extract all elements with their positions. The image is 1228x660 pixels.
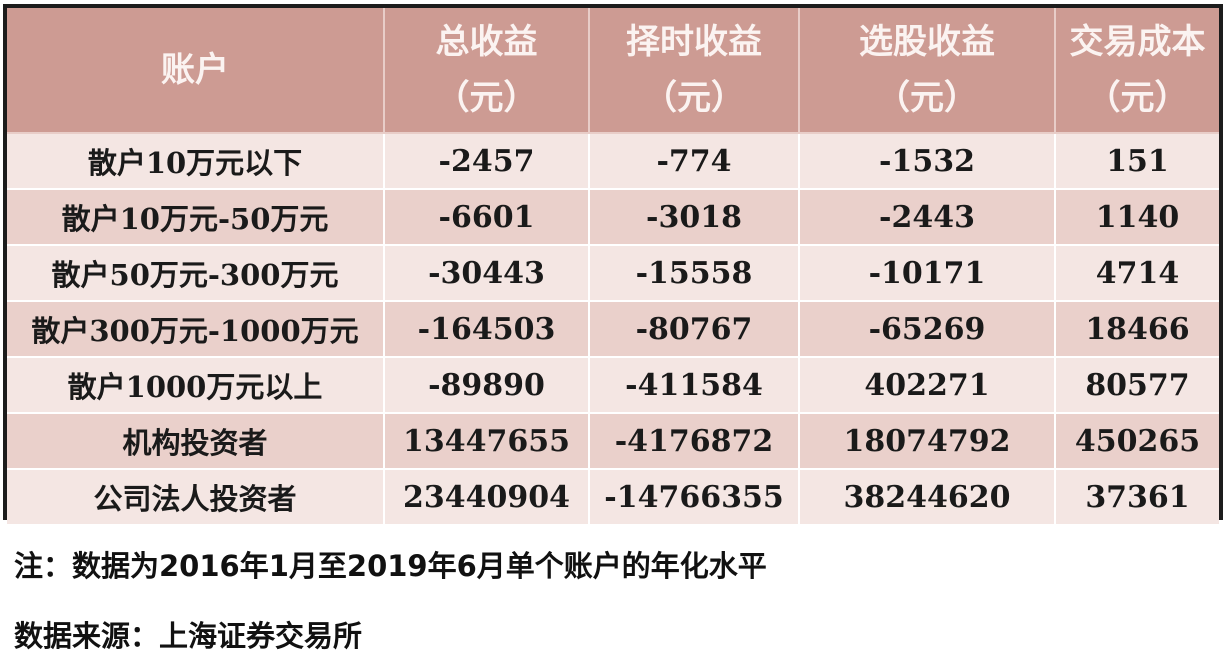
header-selection-return: 选股收益 （元） — [799, 8, 1056, 134]
selection-return-cell: -65269 — [799, 301, 1056, 358]
trading-cost-cell: 151 — [1055, 133, 1219, 190]
header-total-return: 总收益 （元） — [384, 8, 590, 134]
timing-return-cell: -80767 — [589, 301, 800, 358]
account-cell: 散户300万元-1000万元 — [7, 301, 385, 358]
total-return-cell: -164503 — [384, 301, 590, 358]
account-cell: 公司法人投资者 — [7, 469, 385, 524]
timing-return-cell: -774 — [589, 133, 800, 190]
total-return-cell: -30443 — [384, 245, 590, 302]
header-timing-return: 择时收益 （元） — [589, 8, 800, 134]
returns-table: 账户 总收益 （元） 择时收益 （元） 选股收益 （元） 交易成本 （元） — [7, 8, 1219, 524]
trading-cost-cell: 18466 — [1055, 301, 1219, 358]
total-return-cell: 13447655 — [384, 413, 590, 470]
table-row: 散户300万元-1000万元 -164503 -80767 -65269 184… — [7, 301, 1219, 358]
account-cell: 散户10万元-50万元 — [7, 189, 385, 246]
total-return-cell: 23440904 — [384, 469, 590, 524]
trading-cost-cell: 1140 — [1055, 189, 1219, 246]
account-cell: 散户50万元-300万元 — [7, 245, 385, 302]
selection-return-cell: -10171 — [799, 245, 1056, 302]
timing-return-cell: -14766355 — [589, 469, 800, 524]
header-selection-return-unit: （元） — [876, 78, 978, 118]
header-account-label: 账户 — [161, 50, 229, 90]
header-timing-return-unit: （元） — [643, 78, 745, 118]
table-row: 散户10万元以下 -2457 -774 -1532 151 — [7, 133, 1219, 190]
selection-return-cell: -1532 — [799, 133, 1056, 190]
account-cell: 散户10万元以下 — [7, 133, 385, 190]
timing-return-cell: -4176872 — [589, 413, 800, 470]
selection-return-cell: 402271 — [799, 357, 1056, 414]
timing-return-cell: -15558 — [589, 245, 800, 302]
trading-cost-cell: 450265 — [1055, 413, 1219, 470]
table-header: 账户 总收益 （元） 择时收益 （元） 选股收益 （元） 交易成本 （元） — [7, 8, 1219, 134]
table-row: 公司法人投资者 23440904 -14766355 38244620 3736… — [7, 469, 1219, 524]
timing-return-cell: -3018 — [589, 189, 800, 246]
trading-cost-cell: 37361 — [1055, 469, 1219, 524]
account-cell: 机构投资者 — [7, 413, 385, 470]
data-source-note: 数据来源：上海证券交易所 — [14, 619, 363, 653]
table-body: 散户10万元以下 -2457 -774 -1532 151 散户10万元-50万… — [7, 133, 1219, 524]
header-trading-cost-unit: （元） — [1086, 78, 1189, 118]
total-return-cell: -2457 — [384, 133, 590, 190]
timing-return-cell: -411584 — [589, 357, 800, 414]
header-selection-return-label: 选股收益 — [859, 22, 995, 62]
footnote: 注：数据为2016年1月至2019年6月单个账户的年化水平 — [14, 549, 767, 583]
table-row: 散户50万元-300万元 -30443 -15558 -10171 4714 — [7, 245, 1219, 302]
selection-return-cell: 38244620 — [799, 469, 1056, 524]
trading-cost-cell: 80577 — [1055, 357, 1219, 414]
header-trading-cost: 交易成本 （元） — [1055, 8, 1219, 134]
trading-cost-cell: 4714 — [1055, 245, 1219, 302]
account-cell: 散户1000万元以上 — [7, 357, 385, 414]
header-total-return-unit: （元） — [435, 78, 538, 118]
returns-table-frame: 账户 总收益 （元） 择时收益 （元） 选股收益 （元） 交易成本 （元） — [3, 4, 1223, 524]
header-account: 账户 — [7, 8, 385, 134]
selection-return-cell: -2443 — [799, 189, 1056, 246]
selection-return-cell: 18074792 — [799, 413, 1056, 470]
header-timing-return-label: 择时收益 — [626, 22, 762, 62]
header-total-return-label: 总收益 — [435, 22, 538, 62]
table-row: 机构投资者 13447655 -4176872 18074792 450265 — [7, 413, 1219, 470]
header-row: 账户 总收益 （元） 择时收益 （元） 选股收益 （元） 交易成本 （元） — [7, 8, 1219, 134]
table-row: 散户10万元-50万元 -6601 -3018 -2443 1140 — [7, 189, 1219, 246]
table-row: 散户1000万元以上 -89890 -411584 402271 80577 — [7, 357, 1219, 414]
header-trading-cost-label: 交易成本 — [1069, 22, 1206, 62]
total-return-cell: -89890 — [384, 357, 590, 414]
total-return-cell: -6601 — [384, 189, 590, 246]
